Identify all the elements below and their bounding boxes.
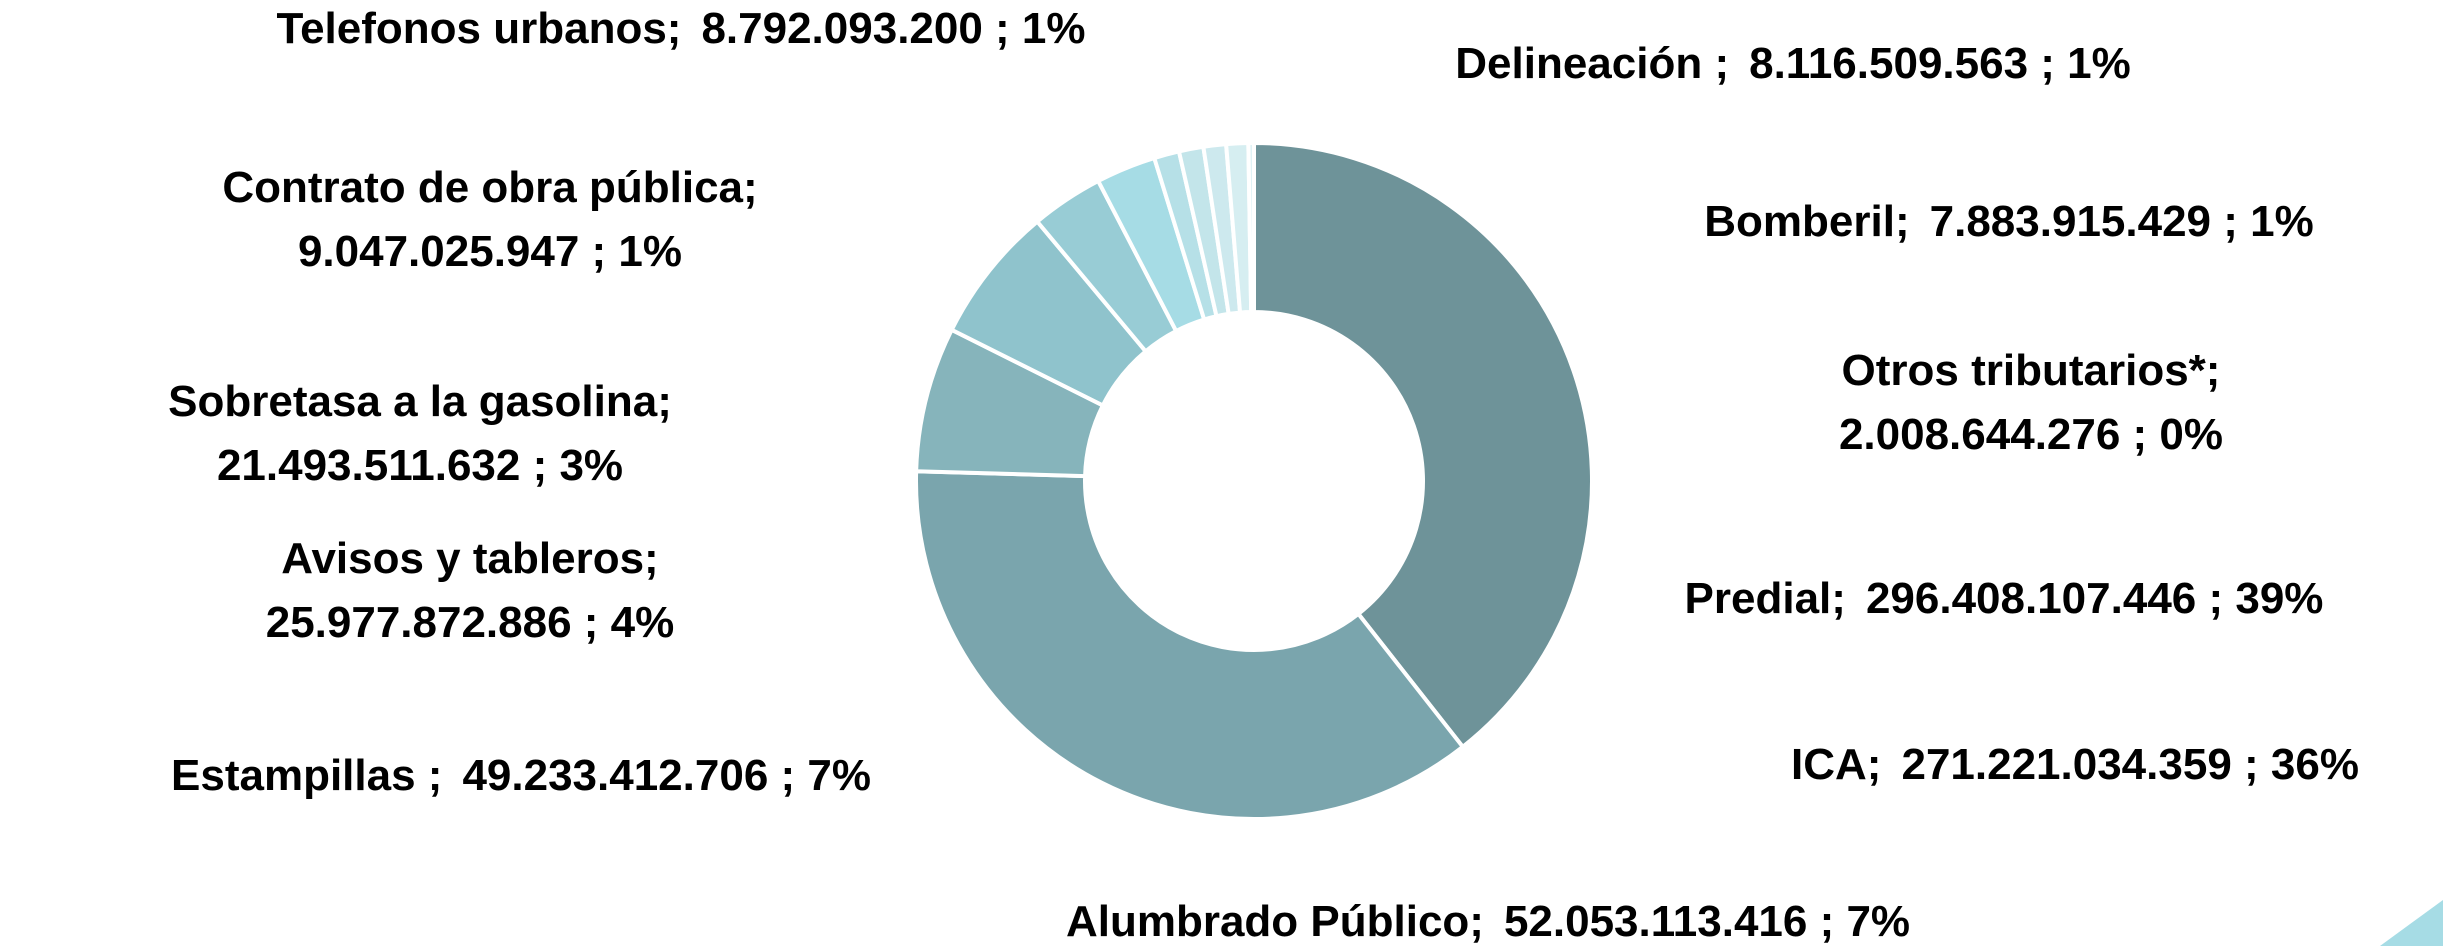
data-label: Avisos y tableros; 25.977.872.886 ; 4% (266, 534, 675, 647)
label-value: 9.047.025.947 ; 1% (298, 227, 682, 276)
label-category: Delineación ; (1455, 39, 1729, 88)
data-label: Otros tributarios*; 2.008.644.276 ; 0% (1839, 346, 2223, 459)
label-value: 25.977.872.886 ; 4% (266, 598, 675, 647)
label-value: 296.408.107.446 ; 39% (1866, 574, 2324, 623)
donut-slice (914, 469, 1466, 821)
label-category: Estampillas ; (171, 751, 442, 800)
label-value: 21.493.511.632 ; 3% (217, 441, 623, 490)
data-label: Estampillas ; 49.233.412.706 ; 7% (171, 751, 871, 800)
label-value: 2.008.644.276 ; 0% (1839, 410, 2223, 459)
label-category: Contrato de obra pública; (222, 163, 757, 212)
label-category: Sobretasa a la gasolina; (168, 377, 672, 426)
data-label: Telefonos urbanos; 8.792.093.200 ; 1% (276, 4, 1085, 53)
data-label: Delineación ; 8.116.509.563 ; 1% (1455, 39, 2131, 88)
label-category: Alumbrado Público; (1066, 897, 1484, 946)
donut-slice (1246, 140, 1256, 315)
label-category: Avisos y tableros; (281, 534, 658, 583)
label-value: 8.116.509.563 ; 1% (1749, 39, 2131, 88)
label-value: 7.883.915.429 ; 1% (1930, 197, 2314, 246)
label-category: Predial; (1685, 574, 1846, 623)
data-label: Contrato de obra pública; 9.047.025.947 ;… (222, 163, 757, 276)
data-label: Sobretasa a la gasolina; 21.493.511.632 ;… (168, 377, 672, 490)
label-value: 8.792.093.200 ; 1% (701, 4, 1085, 53)
data-label: ICA; 271.221.034.359 ; 36% (1791, 740, 2359, 789)
label-category: ICA; (1791, 740, 1881, 789)
label-category: Bomberil; (1704, 197, 1909, 246)
data-label: Predial; 296.408.107.446 ; 39% (1685, 574, 2324, 623)
label-value: 52.053.113.416 ; 7% (1504, 897, 1910, 946)
label-value: 49.233.412.706 ; 7% (462, 751, 871, 800)
corner-decoration (2380, 900, 2443, 946)
label-category: Telefonos urbanos; (276, 4, 681, 53)
label-value: 271.221.034.359 ; 36% (1901, 740, 2359, 789)
label-category: Otros tributarios*; (1842, 346, 2221, 395)
data-label: Alumbrado Público; 52.053.113.416 ; 7% (1066, 897, 1910, 946)
donut-slice (1252, 140, 1594, 750)
data-label: Bomberil; 7.883.915.429 ; 1% (1704, 197, 2313, 246)
